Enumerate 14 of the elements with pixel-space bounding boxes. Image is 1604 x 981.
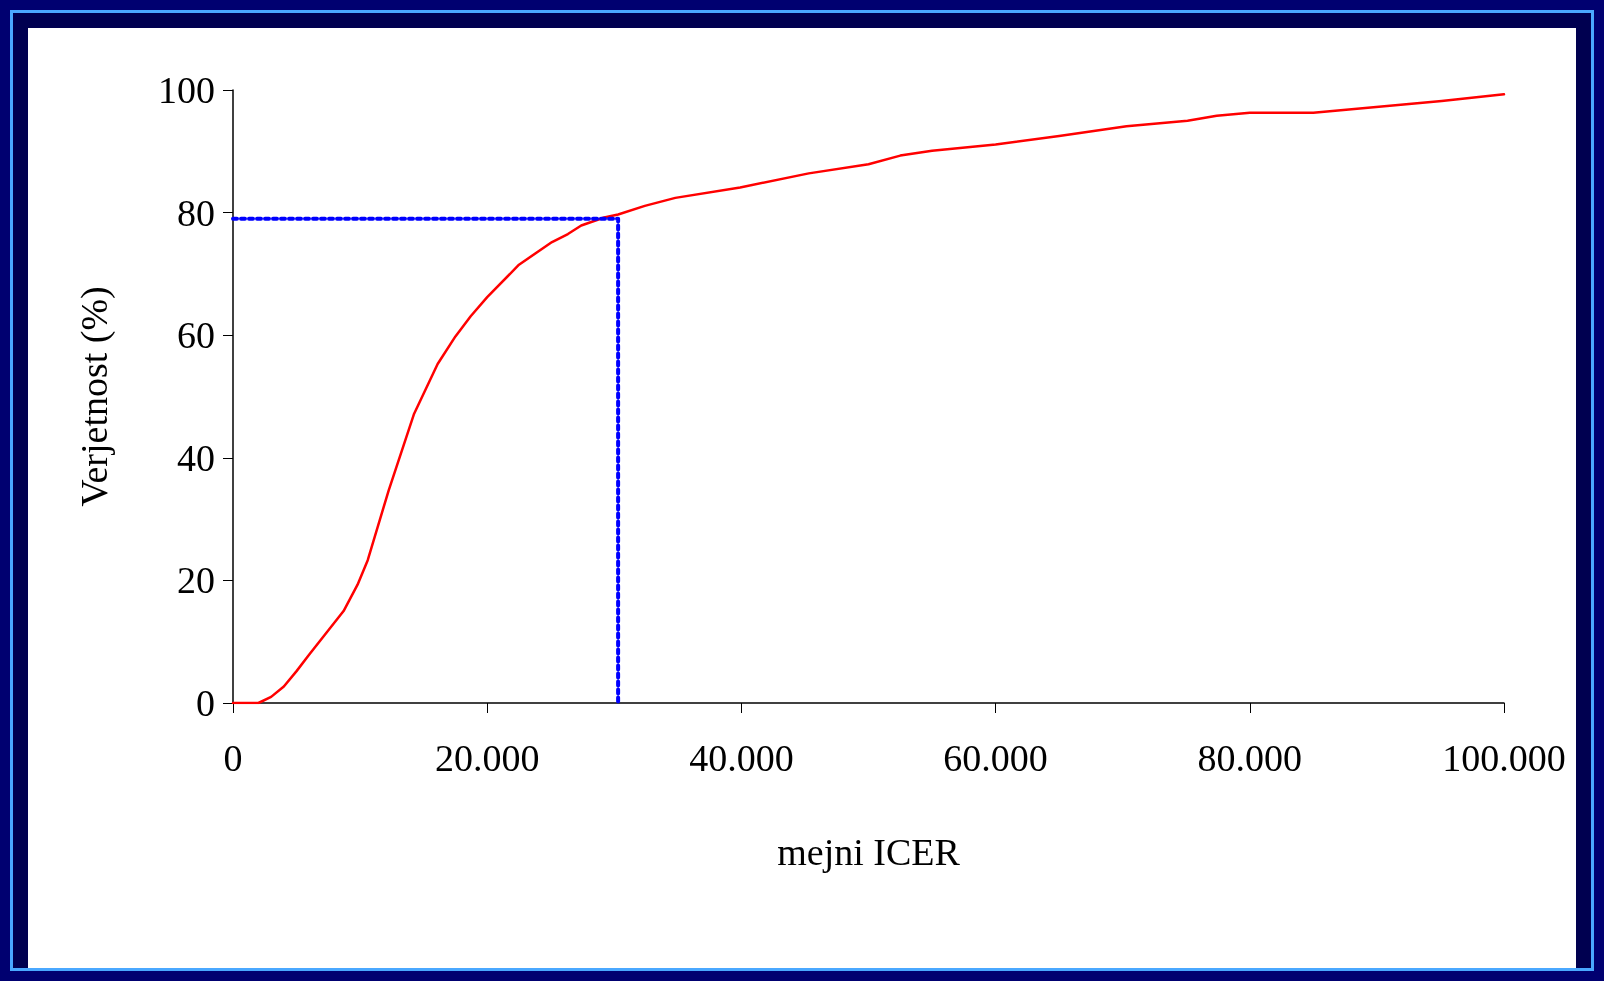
y-tick-label: 80 (177, 191, 215, 234)
y-tick-label: 100 (158, 69, 215, 111)
x-tick-label: 0 (223, 737, 243, 779)
x-tick-label: 20.000 (434, 737, 540, 779)
x-tick-label: 80.000 (1197, 737, 1303, 779)
x-tick-label: 60.000 (943, 737, 1048, 779)
x-tick-label: 40.000 (689, 737, 794, 779)
y-axis-title: Verjetnost (%) (73, 286, 116, 507)
y-tick-label: 40 (177, 436, 215, 479)
x-tick-label: 100.000 (1442, 737, 1566, 779)
y-tick-label: 60 (177, 314, 215, 357)
y-tick-label: 0 (196, 682, 215, 724)
x-axis-title: mejni ICER (777, 831, 961, 873)
y-tick-label: 20 (177, 559, 215, 602)
